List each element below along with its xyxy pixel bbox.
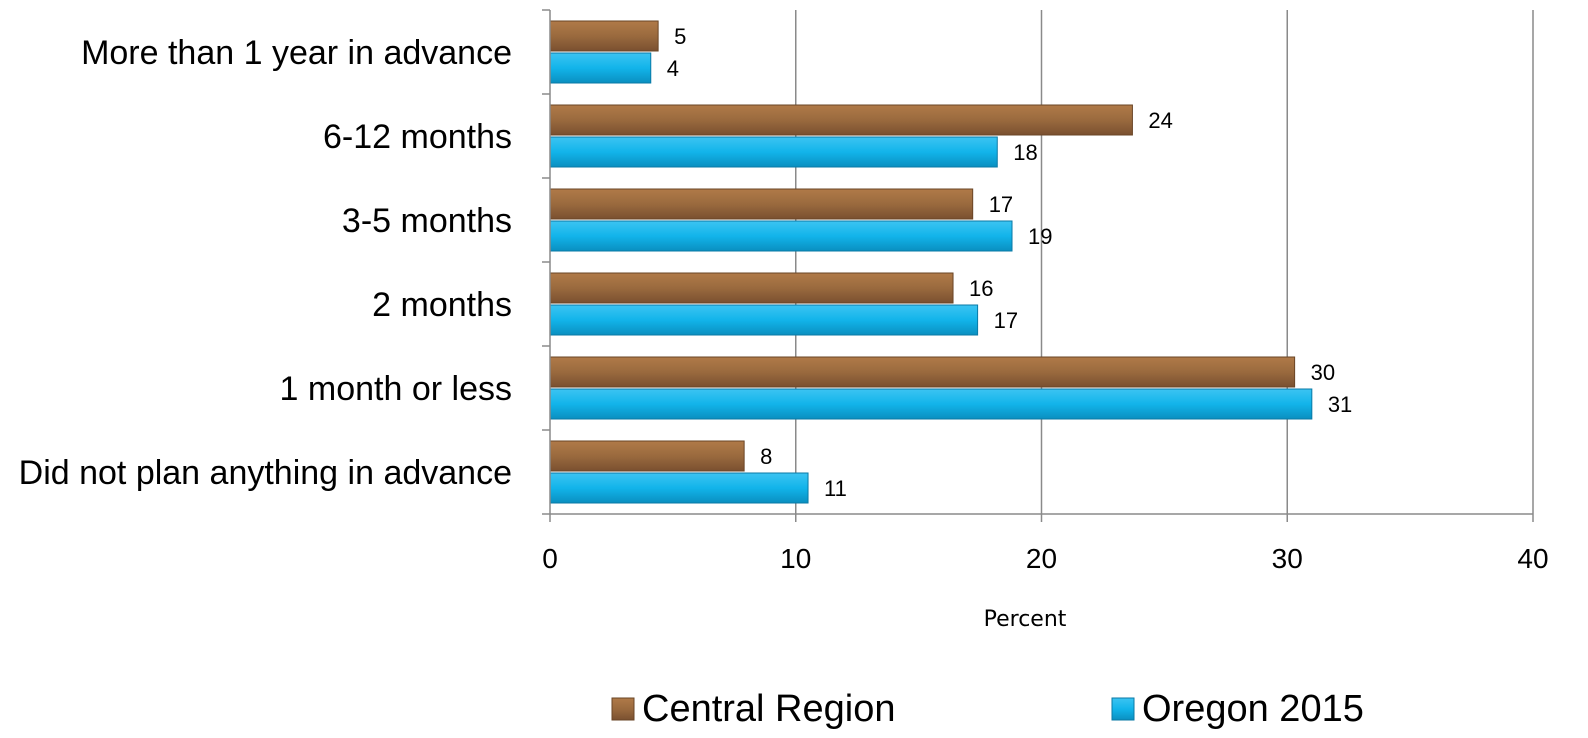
data-label: 31 [1328, 392, 1352, 417]
data-label: 16 [969, 276, 993, 301]
x-tick-label: 40 [1517, 543, 1548, 574]
data-label: 5 [674, 24, 686, 49]
data-label: 11 [824, 476, 847, 501]
data-label: 17 [994, 308, 1018, 333]
data-label: 24 [1148, 108, 1172, 133]
bar-central-region [549, 356, 1296, 388]
gridlines [795, 10, 1534, 514]
legend-swatch-oregon-2015 [1111, 697, 1135, 721]
axes [542, 9, 1534, 522]
bar-central-region [549, 188, 974, 220]
x-axis-title: Percent [984, 607, 1067, 632]
category-label: 2 months [372, 286, 512, 324]
category-label: Did not plan anything in advance [19, 454, 512, 492]
data-label: 19 [1028, 224, 1052, 249]
bar-oregon-2015 [549, 220, 1013, 252]
category-label: 3-5 months [342, 202, 512, 240]
category-label: More than 1 year in advance [81, 34, 512, 72]
labels: 0 10 20 30 40 More than 1 year in advance 5 4 6-… [19, 24, 1549, 574]
data-label: 8 [760, 444, 772, 469]
legend-swatch-central-region [611, 697, 635, 721]
x-tick-label: 0 [542, 543, 558, 574]
bar-central-region [549, 440, 745, 472]
category-label: 6-12 months [323, 118, 512, 156]
category-label: 1 month or less [280, 370, 512, 408]
x-tick-label: 30 [1272, 543, 1303, 574]
bar-oregon-2015 [549, 52, 652, 84]
legend-label-central-region: Central Region [642, 688, 895, 730]
bars [549, 20, 1313, 504]
data-label: 4 [667, 56, 679, 81]
bar-oregon-2015 [549, 304, 979, 336]
bar-central-region [549, 104, 1133, 136]
bar-oregon-2015 [549, 388, 1313, 420]
bar-central-region [549, 20, 659, 52]
bar-central-region [549, 272, 954, 304]
bar-oregon-2015 [549, 472, 809, 504]
data-label: 18 [1013, 140, 1037, 165]
legend: Central Region Oregon 2015 [611, 688, 1364, 730]
data-label: 30 [1311, 360, 1335, 385]
legend-label-oregon-2015: Oregon 2015 [1142, 688, 1364, 730]
data-label: 17 [989, 192, 1013, 217]
bar-oregon-2015 [549, 136, 998, 168]
x-tick-label: 20 [1026, 543, 1057, 574]
x-tick-label: 10 [780, 543, 811, 574]
